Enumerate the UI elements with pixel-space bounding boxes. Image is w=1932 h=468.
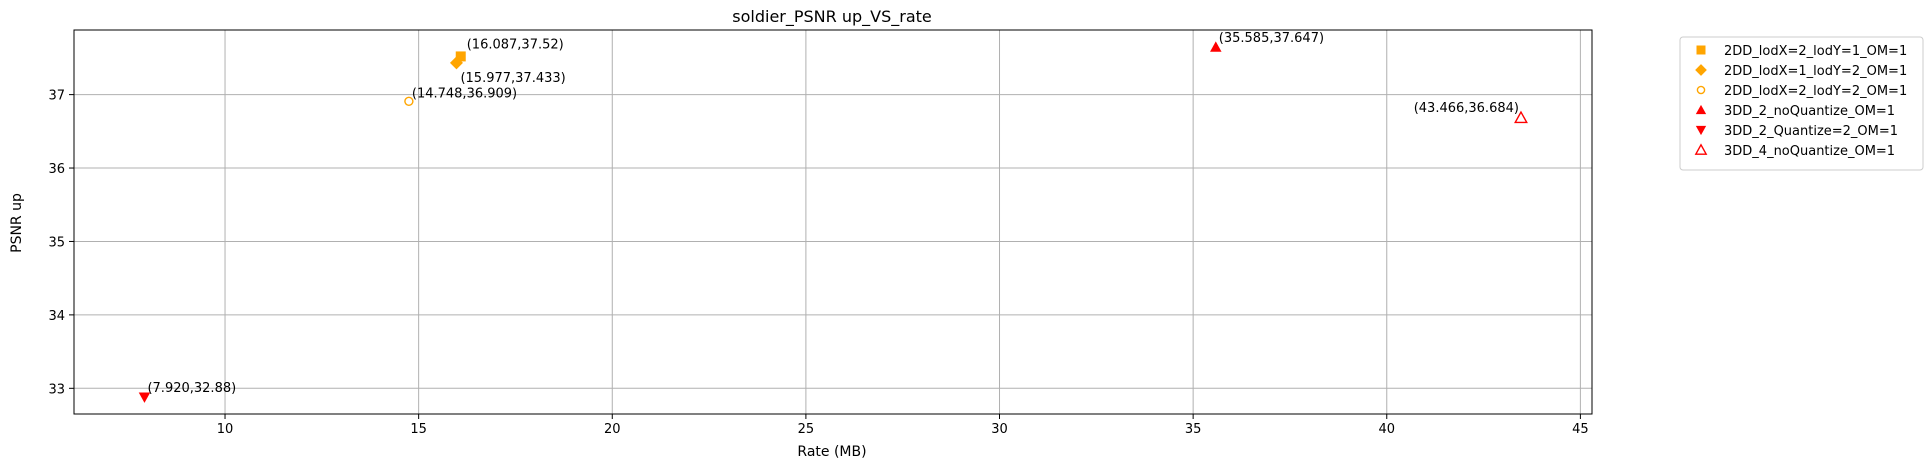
data-label: (14.748,36.909) [412, 86, 517, 101]
x-tick-label: 35 [1185, 422, 1202, 437]
data-label: (15.977,37.433) [460, 71, 565, 86]
legend-entry: 2DD_lodX=2_lodY=2_OM=1 [1724, 84, 1907, 99]
y-tick-label: 34 [48, 309, 65, 324]
data-point-triangle-up [1210, 41, 1222, 52]
data-point-triangle-down [138, 392, 151, 403]
legend-entry: 3DD_4_noQuantize_OM=1 [1724, 144, 1895, 159]
y-tick-label: 36 [48, 162, 65, 177]
data-label: (35.585,37.647) [1219, 31, 1324, 46]
x-tick-label: 15 [410, 422, 427, 437]
data-point-triangle-up [1514, 110, 1528, 124]
legend-entry: 3DD_2_noQuantize_OM=1 [1724, 104, 1895, 119]
y-axis-label: PSNR up [9, 193, 25, 253]
axis-ticks: 10 15 20 25 30 35 40 45 33 34 35 36 37 [48, 89, 1588, 437]
data-points [138, 41, 1528, 403]
x-axis-label: Rate (MB) [797, 444, 866, 460]
legend-box [1679, 36, 1924, 171]
x-tick-label: 20 [604, 422, 621, 437]
data-label: (16.087,37.52) [467, 37, 564, 52]
legend-marker-triangle-up [1695, 104, 1707, 115]
x-tick-label: 25 [798, 422, 815, 437]
legend-marker-circle [1696, 85, 1706, 95]
data-point-circle [404, 96, 414, 106]
y-tick-label: 35 [48, 235, 65, 250]
x-tick-label: 30 [991, 422, 1008, 437]
data-label: (43.466,36.684) [1414, 101, 1519, 116]
legend: 2DD_lodX=2_lodY=1_OM=1 2DD_lodX=1_lodY=2_… [1679, 36, 1924, 171]
data-label: (7.920,32.88) [147, 381, 236, 396]
chart-title: soldier_PSNR up_VS_rate [732, 7, 931, 27]
x-tick-label: 45 [1572, 422, 1589, 437]
legend-entry: 2DD_lodX=1_lodY=2_OM=1 [1724, 64, 1907, 79]
x-tick-label: 40 [1378, 422, 1395, 437]
legend-marker-triangle-up [1694, 143, 1708, 155]
data-labels: (16.087,37.52) (15.977,37.433)(14.748,36.… [147, 31, 1519, 396]
legend-entry: 3DD_2_Quantize=2_OM=1 [1724, 124, 1898, 139]
x-tick-label: 10 [217, 422, 234, 437]
grid [74, 30, 1592, 414]
y-tick-label: 37 [48, 89, 65, 104]
legend-marker-square [1696, 45, 1706, 55]
legend-entry: 2DD_lodX=2_lodY=1_OM=1 [1724, 44, 1907, 59]
data-point-diamond [449, 56, 463, 70]
data-point-square [455, 51, 466, 62]
y-tick-label: 33 [48, 382, 65, 397]
plot-frame [73, 29, 1593, 415]
legend-marker-diamond [1695, 64, 1707, 76]
legend-marker-triangle-down [1695, 125, 1707, 136]
